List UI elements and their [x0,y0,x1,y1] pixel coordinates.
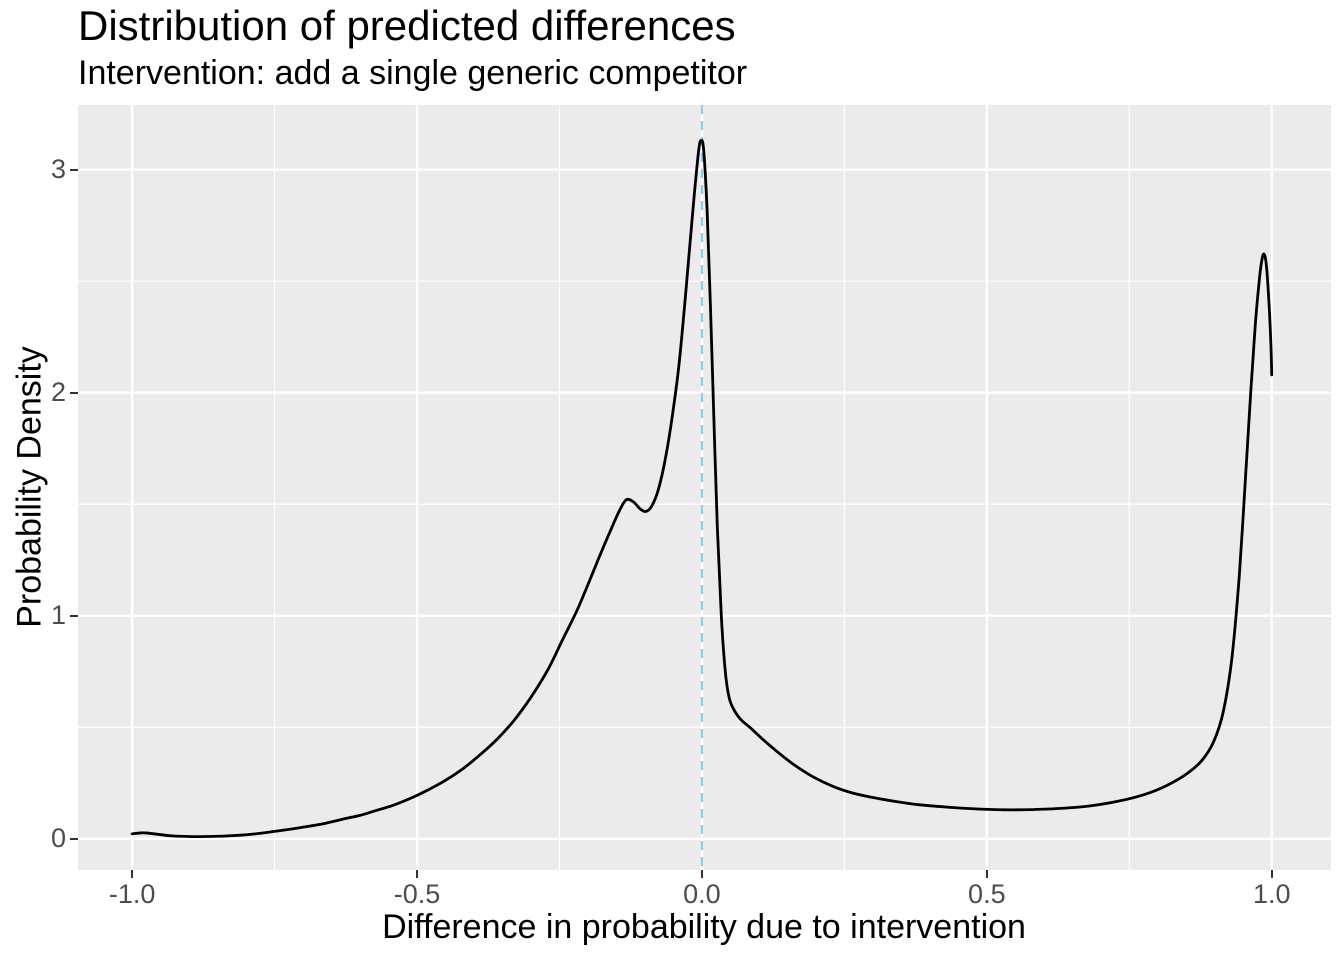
x-axis-title: Difference in probability due to interve… [382,908,1026,946]
chart-subtitle: Intervention: add a single generic compe… [78,54,748,92]
x-axis-tick-mark [131,870,134,878]
y-axis-tick-mark [70,168,78,171]
density-curve [130,138,1274,839]
y-axis-tick-mark [70,391,78,394]
x-axis-tick-mark [985,870,988,878]
x-axis-tick-label: 1.0 [1252,879,1291,909]
x-axis-tick-mark [1270,870,1273,878]
y-axis-tick-label: 0 [50,823,66,854]
y-axis-tick-label: 1 [50,600,66,631]
y-axis-tick-label: 2 [50,377,66,408]
x-axis-tick-mark [700,870,703,878]
y-axis-tick-mark [70,614,78,617]
x-axis-tick-mark [416,870,419,878]
y-axis-tick-mark [70,837,78,840]
x-axis-tick-label: -0.5 [393,879,441,909]
x-axis-tick-label: 0.5 [968,879,1006,909]
plot-panel [78,105,1331,870]
chart-title: Distribution of predicted differences [78,2,736,49]
x-axis-tick-label: -1.0 [108,879,156,909]
plot-canvas [78,105,1331,870]
y-axis-tick-label: 3 [50,154,66,185]
x-axis-tick-label: 0.0 [683,879,721,909]
